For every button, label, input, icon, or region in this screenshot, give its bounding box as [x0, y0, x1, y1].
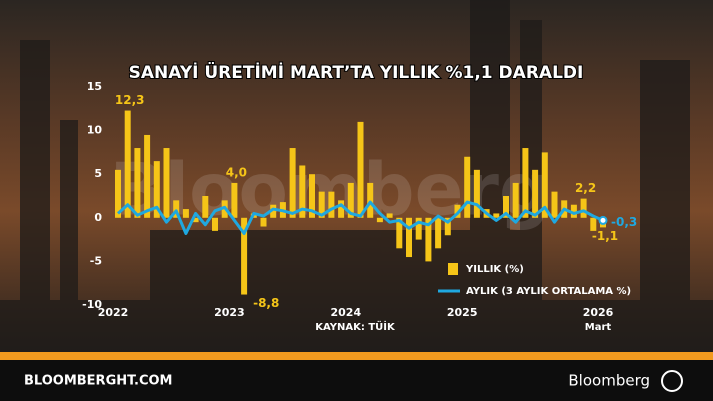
- value-label: 4,0: [226, 165, 247, 179]
- bar: [512, 182, 519, 218]
- bar: [367, 182, 374, 218]
- bar: [444, 217, 451, 236]
- accent-strip: [0, 352, 713, 360]
- bar: [153, 161, 160, 218]
- x-tick-label: 2024: [330, 306, 361, 319]
- bar: [435, 217, 442, 249]
- bar: [503, 196, 509, 218]
- bar: [173, 200, 180, 218]
- bar: [338, 200, 345, 218]
- x-tick-label: 2022: [98, 306, 129, 319]
- bar: [551, 191, 558, 218]
- bar: [415, 217, 422, 240]
- footer-brand: Bloomberg: [568, 372, 650, 390]
- y-tick-label: 0: [94, 211, 102, 224]
- x-tick-sublabel: Mart: [585, 322, 612, 333]
- brand-logo: [661, 370, 683, 392]
- bar: [464, 156, 471, 218]
- bar: [473, 169, 480, 218]
- footer-site: BLOOMBERGHT.COM: [24, 374, 172, 389]
- legend-label: YILLIK (%): [465, 264, 524, 275]
- bar: [115, 169, 121, 218]
- y-tick-label: 15: [87, 80, 102, 93]
- bar: [124, 110, 131, 218]
- value-label: -1,1: [592, 229, 618, 243]
- bar: [299, 165, 306, 218]
- bar: [212, 217, 218, 231]
- value-label: -0,3: [611, 215, 637, 229]
- bar: [357, 121, 364, 218]
- bar: [270, 204, 277, 218]
- bar: [289, 148, 296, 218]
- y-tick-label: 10: [87, 124, 103, 137]
- watermark: Bloomberg: [110, 148, 551, 232]
- y-tick-label: 5: [94, 167, 102, 180]
- legend-label: AYLIK (3 AYLIK ORTALAMA %): [466, 286, 631, 297]
- bar: [522, 148, 529, 218]
- bar: [328, 191, 335, 218]
- bar: [318, 191, 325, 218]
- bar: [532, 169, 539, 218]
- bar: [309, 174, 315, 218]
- chart-title: SANAYİ ÜRETİMİ MART’TA YILLIK %1,1 DARAL…: [129, 61, 584, 83]
- bar: [541, 152, 548, 218]
- bar: [241, 217, 248, 295]
- bar: [182, 209, 189, 218]
- bar: [493, 213, 500, 218]
- value-label: 12,3: [115, 93, 145, 107]
- bar: [144, 134, 151, 218]
- bar: [425, 217, 432, 262]
- x-tick-label: 2026: [583, 306, 614, 319]
- x-tick-label: 2025: [447, 306, 478, 319]
- bar: [192, 217, 199, 223]
- bar: [347, 182, 354, 218]
- bar: [580, 198, 587, 218]
- legend-swatch: [448, 263, 458, 275]
- x-tick-label: 2023: [214, 306, 245, 319]
- bar: [386, 213, 393, 218]
- bar: [134, 148, 141, 218]
- source: KAYNAK: TÜİK: [315, 319, 396, 333]
- bar: [231, 182, 238, 218]
- industrial-silhouette: [0, 0, 713, 352]
- bar: [260, 217, 267, 227]
- bar: [406, 217, 412, 258]
- y-tick-label: -5: [90, 254, 102, 267]
- value-label: -8,8: [253, 296, 279, 310]
- y-tick-label: -10: [82, 298, 102, 311]
- line-end-marker: [598, 215, 608, 225]
- bar: [376, 217, 383, 223]
- footer: [0, 360, 713, 401]
- bar: [163, 148, 170, 218]
- bar: [396, 217, 403, 249]
- bar: [202, 196, 209, 218]
- bar: [570, 204, 577, 218]
- value-label: 2,2: [575, 181, 596, 195]
- line: [116, 200, 604, 235]
- bar: [590, 217, 597, 231]
